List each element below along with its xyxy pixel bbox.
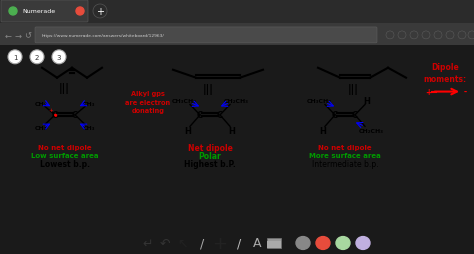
FancyBboxPatch shape bbox=[35, 28, 377, 44]
Text: 1: 1 bbox=[13, 55, 17, 61]
Circle shape bbox=[76, 8, 84, 16]
Circle shape bbox=[356, 237, 370, 249]
Bar bbox=[267, 241, 281, 248]
FancyBboxPatch shape bbox=[1, 1, 88, 23]
Bar bbox=[0, 0, 474, 24]
Text: Net dipole: Net dipole bbox=[188, 143, 232, 152]
Text: →: → bbox=[15, 31, 21, 40]
Text: +: + bbox=[49, 107, 54, 113]
Text: ←: ← bbox=[4, 31, 11, 40]
Circle shape bbox=[336, 237, 350, 249]
Text: No net dipole: No net dipole bbox=[318, 145, 372, 151]
Text: ↵: ↵ bbox=[143, 236, 153, 249]
Text: C: C bbox=[332, 111, 338, 120]
Text: CH₃CH₂: CH₃CH₂ bbox=[307, 99, 331, 104]
Text: 2: 2 bbox=[35, 55, 39, 61]
Text: |||: ||| bbox=[347, 84, 358, 95]
Text: Highest b.P.: Highest b.P. bbox=[184, 159, 236, 168]
Text: H: H bbox=[319, 126, 327, 135]
Text: More surface area: More surface area bbox=[309, 153, 381, 158]
Text: CH₂CH₃: CH₂CH₃ bbox=[224, 99, 248, 104]
Text: H: H bbox=[228, 126, 236, 135]
Text: https://www.numerade.com/answers/whiteboard/12963/: https://www.numerade.com/answers/whitebo… bbox=[42, 34, 165, 38]
Text: +: + bbox=[96, 7, 104, 17]
Circle shape bbox=[446, 32, 454, 40]
Text: CH₂CH₃: CH₂CH₃ bbox=[358, 128, 383, 133]
Circle shape bbox=[386, 32, 394, 40]
Text: +: + bbox=[425, 88, 431, 97]
Text: Intermediate b.p.: Intermediate b.p. bbox=[312, 159, 378, 168]
Text: CH₃: CH₃ bbox=[83, 102, 95, 107]
Text: H: H bbox=[364, 97, 371, 106]
Circle shape bbox=[52, 51, 66, 65]
Text: /: / bbox=[237, 236, 241, 249]
Text: CH₃: CH₃ bbox=[83, 125, 95, 130]
Circle shape bbox=[316, 237, 330, 249]
Circle shape bbox=[422, 32, 430, 40]
Bar bbox=[267, 239, 281, 248]
Text: C: C bbox=[197, 111, 203, 120]
Text: +: + bbox=[212, 234, 228, 252]
Text: Lowest b.p.: Lowest b.p. bbox=[40, 159, 90, 168]
Circle shape bbox=[296, 237, 310, 249]
Text: ↖: ↖ bbox=[178, 236, 188, 249]
Circle shape bbox=[398, 32, 406, 40]
Text: 3: 3 bbox=[57, 55, 61, 61]
Text: |||: ||| bbox=[59, 83, 69, 94]
Text: Numerade: Numerade bbox=[22, 9, 55, 14]
Text: CH₃CH₂: CH₃CH₂ bbox=[172, 99, 197, 104]
Text: Dipole
moments:: Dipole moments: bbox=[423, 63, 466, 84]
Text: No net dipole: No net dipole bbox=[38, 145, 92, 151]
Text: C: C bbox=[352, 111, 358, 120]
Text: C: C bbox=[52, 111, 58, 120]
Text: /: / bbox=[200, 236, 204, 249]
Circle shape bbox=[9, 8, 17, 16]
Circle shape bbox=[30, 51, 44, 65]
Circle shape bbox=[458, 32, 466, 40]
Text: -: - bbox=[464, 88, 466, 97]
Circle shape bbox=[410, 32, 418, 40]
Text: CH₃: CH₃ bbox=[35, 102, 47, 107]
Text: CH₃: CH₃ bbox=[35, 125, 47, 130]
Text: C: C bbox=[72, 111, 78, 120]
Text: H: H bbox=[184, 126, 191, 135]
Circle shape bbox=[8, 51, 22, 65]
Text: ↶: ↶ bbox=[160, 236, 170, 249]
Circle shape bbox=[93, 5, 107, 19]
Circle shape bbox=[434, 32, 442, 40]
Text: ↺: ↺ bbox=[25, 31, 31, 40]
Text: Alkyl gps
are electron
donating: Alkyl gps are electron donating bbox=[126, 91, 171, 114]
Bar bbox=[0, 24, 474, 46]
Text: |||: ||| bbox=[202, 84, 213, 95]
Text: C: C bbox=[217, 111, 223, 120]
Text: A: A bbox=[253, 236, 261, 249]
Text: Polar: Polar bbox=[199, 151, 221, 160]
Text: Low surface area: Low surface area bbox=[31, 153, 99, 158]
Circle shape bbox=[468, 32, 474, 40]
